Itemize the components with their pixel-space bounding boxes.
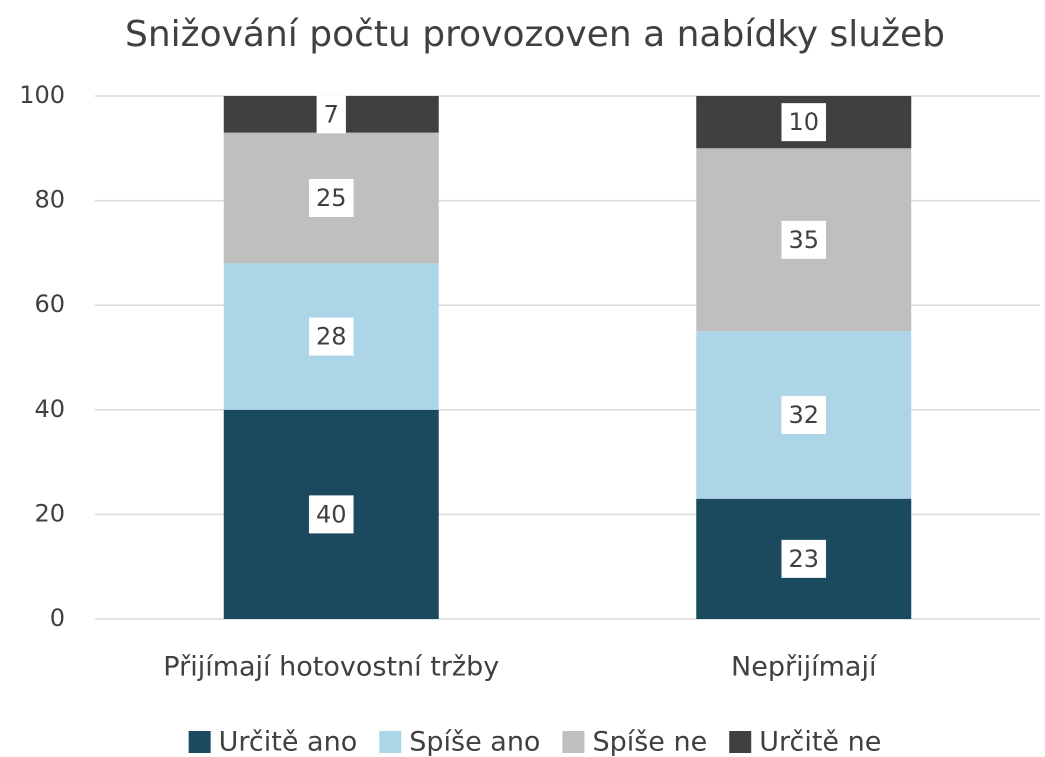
y-tick-label: 40 [34, 395, 65, 423]
data-label-bg [308, 495, 354, 534]
y-tick-label: 20 [34, 499, 65, 527]
legend-label: Určitě ano [219, 727, 358, 757]
legend-swatch [729, 731, 752, 753]
data-label: 25 [316, 184, 347, 212]
data-label-bg [308, 317, 354, 356]
data-label-bg [781, 220, 827, 259]
data-label: 23 [788, 545, 819, 573]
y-tick-label: 100 [19, 81, 65, 109]
x-tick-label: Přijímají hotovostní tržby [163, 652, 499, 683]
data-label: 32 [788, 401, 819, 429]
chart-title: Snižování počtu provozoven a nabídky slu… [125, 14, 945, 55]
data-label-bg [316, 95, 346, 134]
data-label: 28 [316, 323, 347, 351]
legend-label: Spíše ano [409, 727, 540, 757]
data-label-bg [781, 103, 827, 142]
legend-swatch [188, 731, 211, 753]
data-label: 35 [788, 226, 819, 254]
data-label: 7 [324, 100, 339, 128]
data-label-bg [781, 396, 827, 435]
y-tick-label: 80 [34, 186, 65, 214]
legend-swatch [379, 731, 402, 753]
legend: Určitě ano Spíše ano Spíše ne Určitě ne [188, 727, 881, 757]
data-label: 40 [316, 500, 347, 528]
y-tick-label: 60 [34, 290, 65, 318]
x-tick-label: Nepřijímají [731, 652, 878, 683]
legend-label: Určitě ne [759, 727, 881, 757]
data-label-bg [308, 178, 354, 217]
legend-label: Spíše ne [592, 727, 707, 757]
data-label-bg [781, 539, 827, 578]
legend-swatch [562, 731, 585, 753]
y-tick-label: 0 [50, 604, 65, 632]
data-label: 10 [788, 108, 819, 136]
